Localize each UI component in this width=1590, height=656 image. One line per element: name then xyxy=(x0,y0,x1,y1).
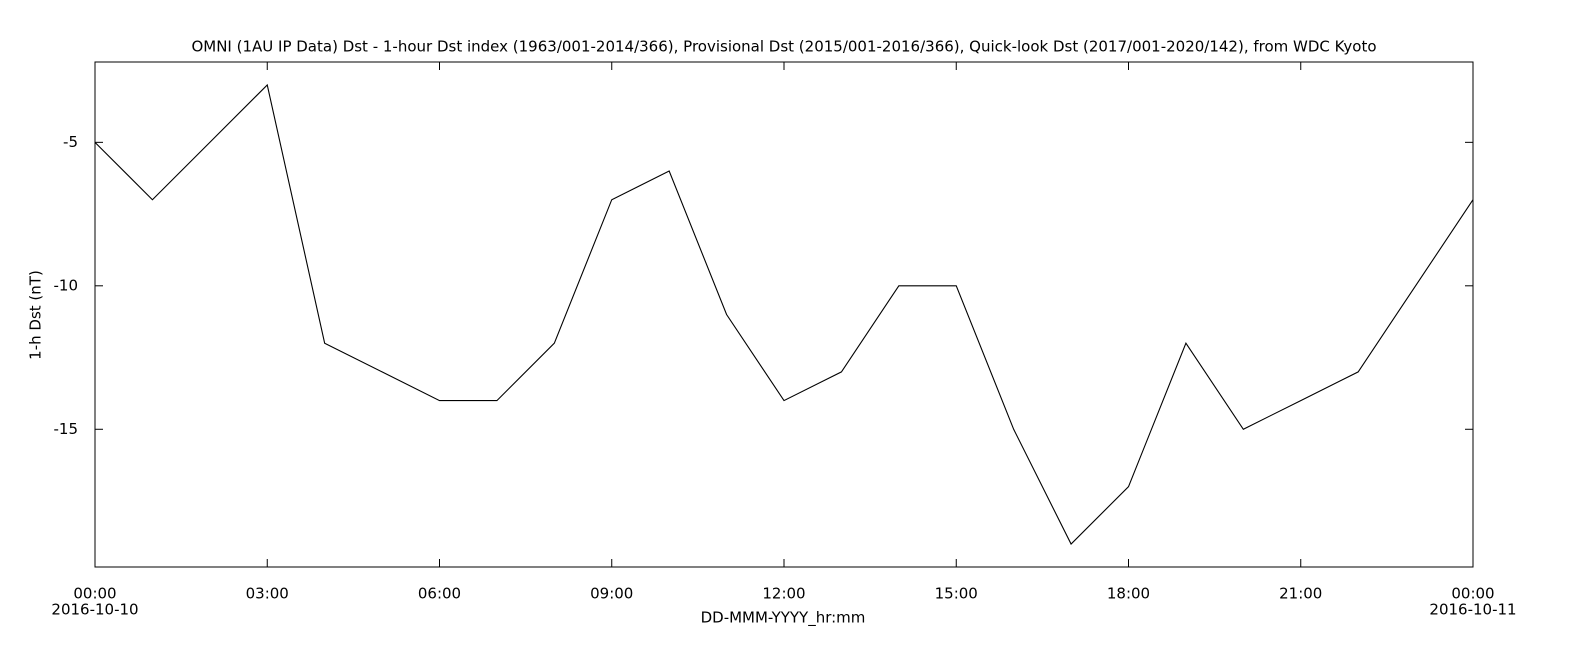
x-tick-label: 18:00 xyxy=(1107,585,1150,603)
y-tick-label: -15 xyxy=(54,420,79,438)
data-line xyxy=(94,83,1474,545)
chart-title: OMNI (1AU IP Data) Dst - 1-hour Dst inde… xyxy=(191,38,1376,56)
x-tick-label: 09:00 xyxy=(590,585,633,603)
y-tick-label: -5 xyxy=(63,133,78,151)
x-tick-label: 06:00 xyxy=(418,585,461,603)
x-axis-label: DD-MMM-YYYY_hr:mm xyxy=(701,609,866,628)
x-tick-label: 12:00 xyxy=(762,585,805,603)
x-tick-label: 15:00 xyxy=(935,585,978,603)
y-tick-label: -10 xyxy=(54,276,79,294)
y-axis-label: 1-h Dst (nT) xyxy=(27,270,45,360)
x-tick-label: 21:00 xyxy=(1279,585,1322,603)
x-tick-date: 2016-10-10 xyxy=(51,601,138,619)
x-tick-label: 03:00 xyxy=(246,585,289,603)
x-tick-label: 00:00 xyxy=(73,585,116,603)
x-tick-date: 2016-10-11 xyxy=(1429,601,1516,619)
x-tick-label: 00:00 xyxy=(1451,585,1494,603)
plot-frame xyxy=(94,61,1474,568)
